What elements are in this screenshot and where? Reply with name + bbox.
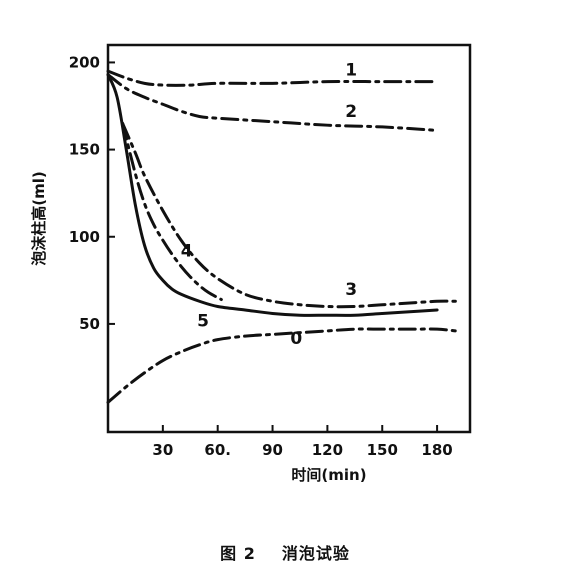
axes <box>106 43 472 434</box>
series-label-4: 4 <box>181 242 193 262</box>
x-tick-label: 90 <box>262 441 283 459</box>
y-tick-label: 150 <box>69 141 100 159</box>
y-tick-label: 200 <box>69 53 100 71</box>
y-tick-label: 100 <box>69 228 100 246</box>
series-line-4 <box>121 121 223 302</box>
series-line-5 <box>106 73 439 317</box>
series-label-3: 3 <box>345 280 357 300</box>
series-label-5: 5 <box>197 311 209 331</box>
x-tick-label: 180 <box>421 441 452 459</box>
figure-title: 消泡试验 <box>281 544 350 563</box>
x-tick-label: 150 <box>367 441 398 459</box>
figure-caption: 图 2 消泡试验 <box>0 540 570 564</box>
series-line-0 <box>106 327 457 404</box>
series-line-1 <box>106 69 439 87</box>
series-line-2 <box>106 73 439 132</box>
x-axis-title: 时间(min) <box>291 466 366 484</box>
y-axis-title: 泡沫柱高(ml) <box>30 171 48 265</box>
series-line-3 <box>121 121 457 309</box>
y-tick-label: 50 <box>79 315 100 333</box>
plot-frame <box>106 43 472 434</box>
series-lines <box>106 69 457 404</box>
x-tick-label: 120 <box>312 441 343 459</box>
series-label-0: 0 <box>290 329 302 349</box>
figure-number: 图 2 <box>220 544 256 563</box>
series-label-1: 1 <box>345 60 357 80</box>
x-tick-label: 30 <box>152 441 173 459</box>
x-tick-label: 60. <box>204 441 231 459</box>
series-label-2: 2 <box>345 102 357 122</box>
series-labels: 1 2 3 4 5 0 <box>181 60 357 348</box>
